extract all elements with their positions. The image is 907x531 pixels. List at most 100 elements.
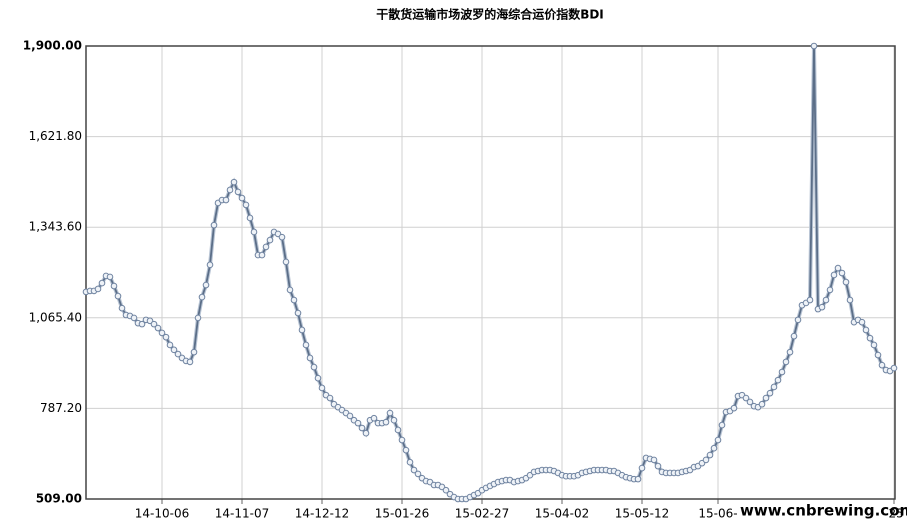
data-point <box>414 470 422 478</box>
data-point <box>782 358 790 366</box>
data-point <box>406 458 414 466</box>
data-point <box>158 329 166 337</box>
data-point <box>706 451 714 459</box>
data-point <box>106 273 114 281</box>
data-point <box>162 333 170 341</box>
data-point <box>222 196 230 204</box>
data-point <box>762 394 770 402</box>
data-point <box>130 314 138 322</box>
data-point <box>654 462 662 470</box>
data-point <box>818 303 826 311</box>
data-point <box>302 341 310 349</box>
data-point <box>298 326 306 334</box>
data-point <box>314 374 322 382</box>
data-point <box>230 178 238 186</box>
data-point <box>710 444 718 452</box>
y-tick-label: 787.20 <box>40 401 82 415</box>
data-point <box>294 309 302 317</box>
data-point <box>858 318 866 326</box>
data-point <box>742 394 750 402</box>
data-point <box>198 293 206 301</box>
data-point <box>194 314 202 322</box>
data-point <box>778 368 786 376</box>
data-point <box>442 486 450 494</box>
data-point <box>206 261 214 269</box>
data-point <box>118 304 126 312</box>
data-point <box>250 228 258 236</box>
x-tick-label: 15-04-02 <box>535 507 589 521</box>
data-point <box>862 326 870 334</box>
data-point <box>766 389 774 397</box>
data-point <box>150 320 158 328</box>
data-point <box>634 475 642 483</box>
data-point <box>98 279 106 287</box>
data-point <box>310 363 318 371</box>
data-point <box>174 350 182 358</box>
x-tick-label: -25 <box>884 507 904 521</box>
data-point <box>234 188 242 196</box>
data-point <box>838 269 846 277</box>
data-point <box>94 285 102 293</box>
data-point <box>386 409 394 417</box>
data-point <box>154 324 162 332</box>
data-point <box>226 186 234 194</box>
data-point <box>246 214 254 222</box>
x-tick-label: 15-05-12 <box>615 507 669 521</box>
data-point <box>354 419 362 427</box>
data-point <box>878 361 886 369</box>
data-point <box>398 436 406 444</box>
data-point <box>186 358 194 366</box>
data-point <box>362 429 370 437</box>
data-point <box>110 282 118 290</box>
data-point <box>790 332 798 340</box>
x-tick-label: 15-02-27 <box>455 507 509 521</box>
x-tick-label: 15-06- <box>698 507 737 521</box>
data-point <box>138 320 146 328</box>
data-point <box>258 251 266 259</box>
data-point <box>370 414 378 422</box>
data-point <box>390 416 398 424</box>
data-point <box>874 351 882 359</box>
data-point <box>358 424 366 432</box>
y-tick-label: 1,621.80 <box>29 129 82 143</box>
data-point <box>770 383 778 391</box>
data-point <box>114 292 122 300</box>
data-point <box>714 436 722 444</box>
x-tick-label: 14-10-06 <box>135 507 189 521</box>
data-point <box>638 464 646 472</box>
data-point <box>238 194 246 202</box>
y-tick-label: 1,065.40 <box>29 310 82 324</box>
data-point <box>758 400 766 408</box>
data-point <box>822 296 830 304</box>
data-point <box>326 394 334 402</box>
data-point <box>890 364 898 372</box>
data-point <box>166 341 174 349</box>
chart-title: 干散货运输市场波罗的海综合运价指数BDI <box>376 7 604 22</box>
data-point <box>346 412 354 420</box>
data-point <box>870 341 878 349</box>
data-point <box>826 286 834 294</box>
data-point <box>266 236 274 244</box>
data-point <box>170 346 178 354</box>
data-point <box>382 418 390 426</box>
data-point <box>402 446 410 454</box>
data-point <box>650 456 658 464</box>
data-point <box>830 271 838 279</box>
data-point <box>846 296 854 304</box>
y-tick-label: 1,343.60 <box>29 220 82 234</box>
data-point <box>282 258 290 266</box>
data-point <box>190 348 198 356</box>
data-point <box>774 376 782 384</box>
y-tick-label: 509.00 <box>36 492 82 506</box>
data-point <box>842 278 850 286</box>
data-point <box>866 334 874 342</box>
x-tick-label: 14-11-07 <box>215 507 269 521</box>
data-point <box>202 281 210 289</box>
data-point <box>702 456 710 464</box>
data-point <box>290 296 298 304</box>
data-point <box>730 404 738 412</box>
data-point <box>834 264 842 272</box>
data-point <box>806 296 814 304</box>
watermark: www.cnbrewing.com <box>740 502 907 520</box>
